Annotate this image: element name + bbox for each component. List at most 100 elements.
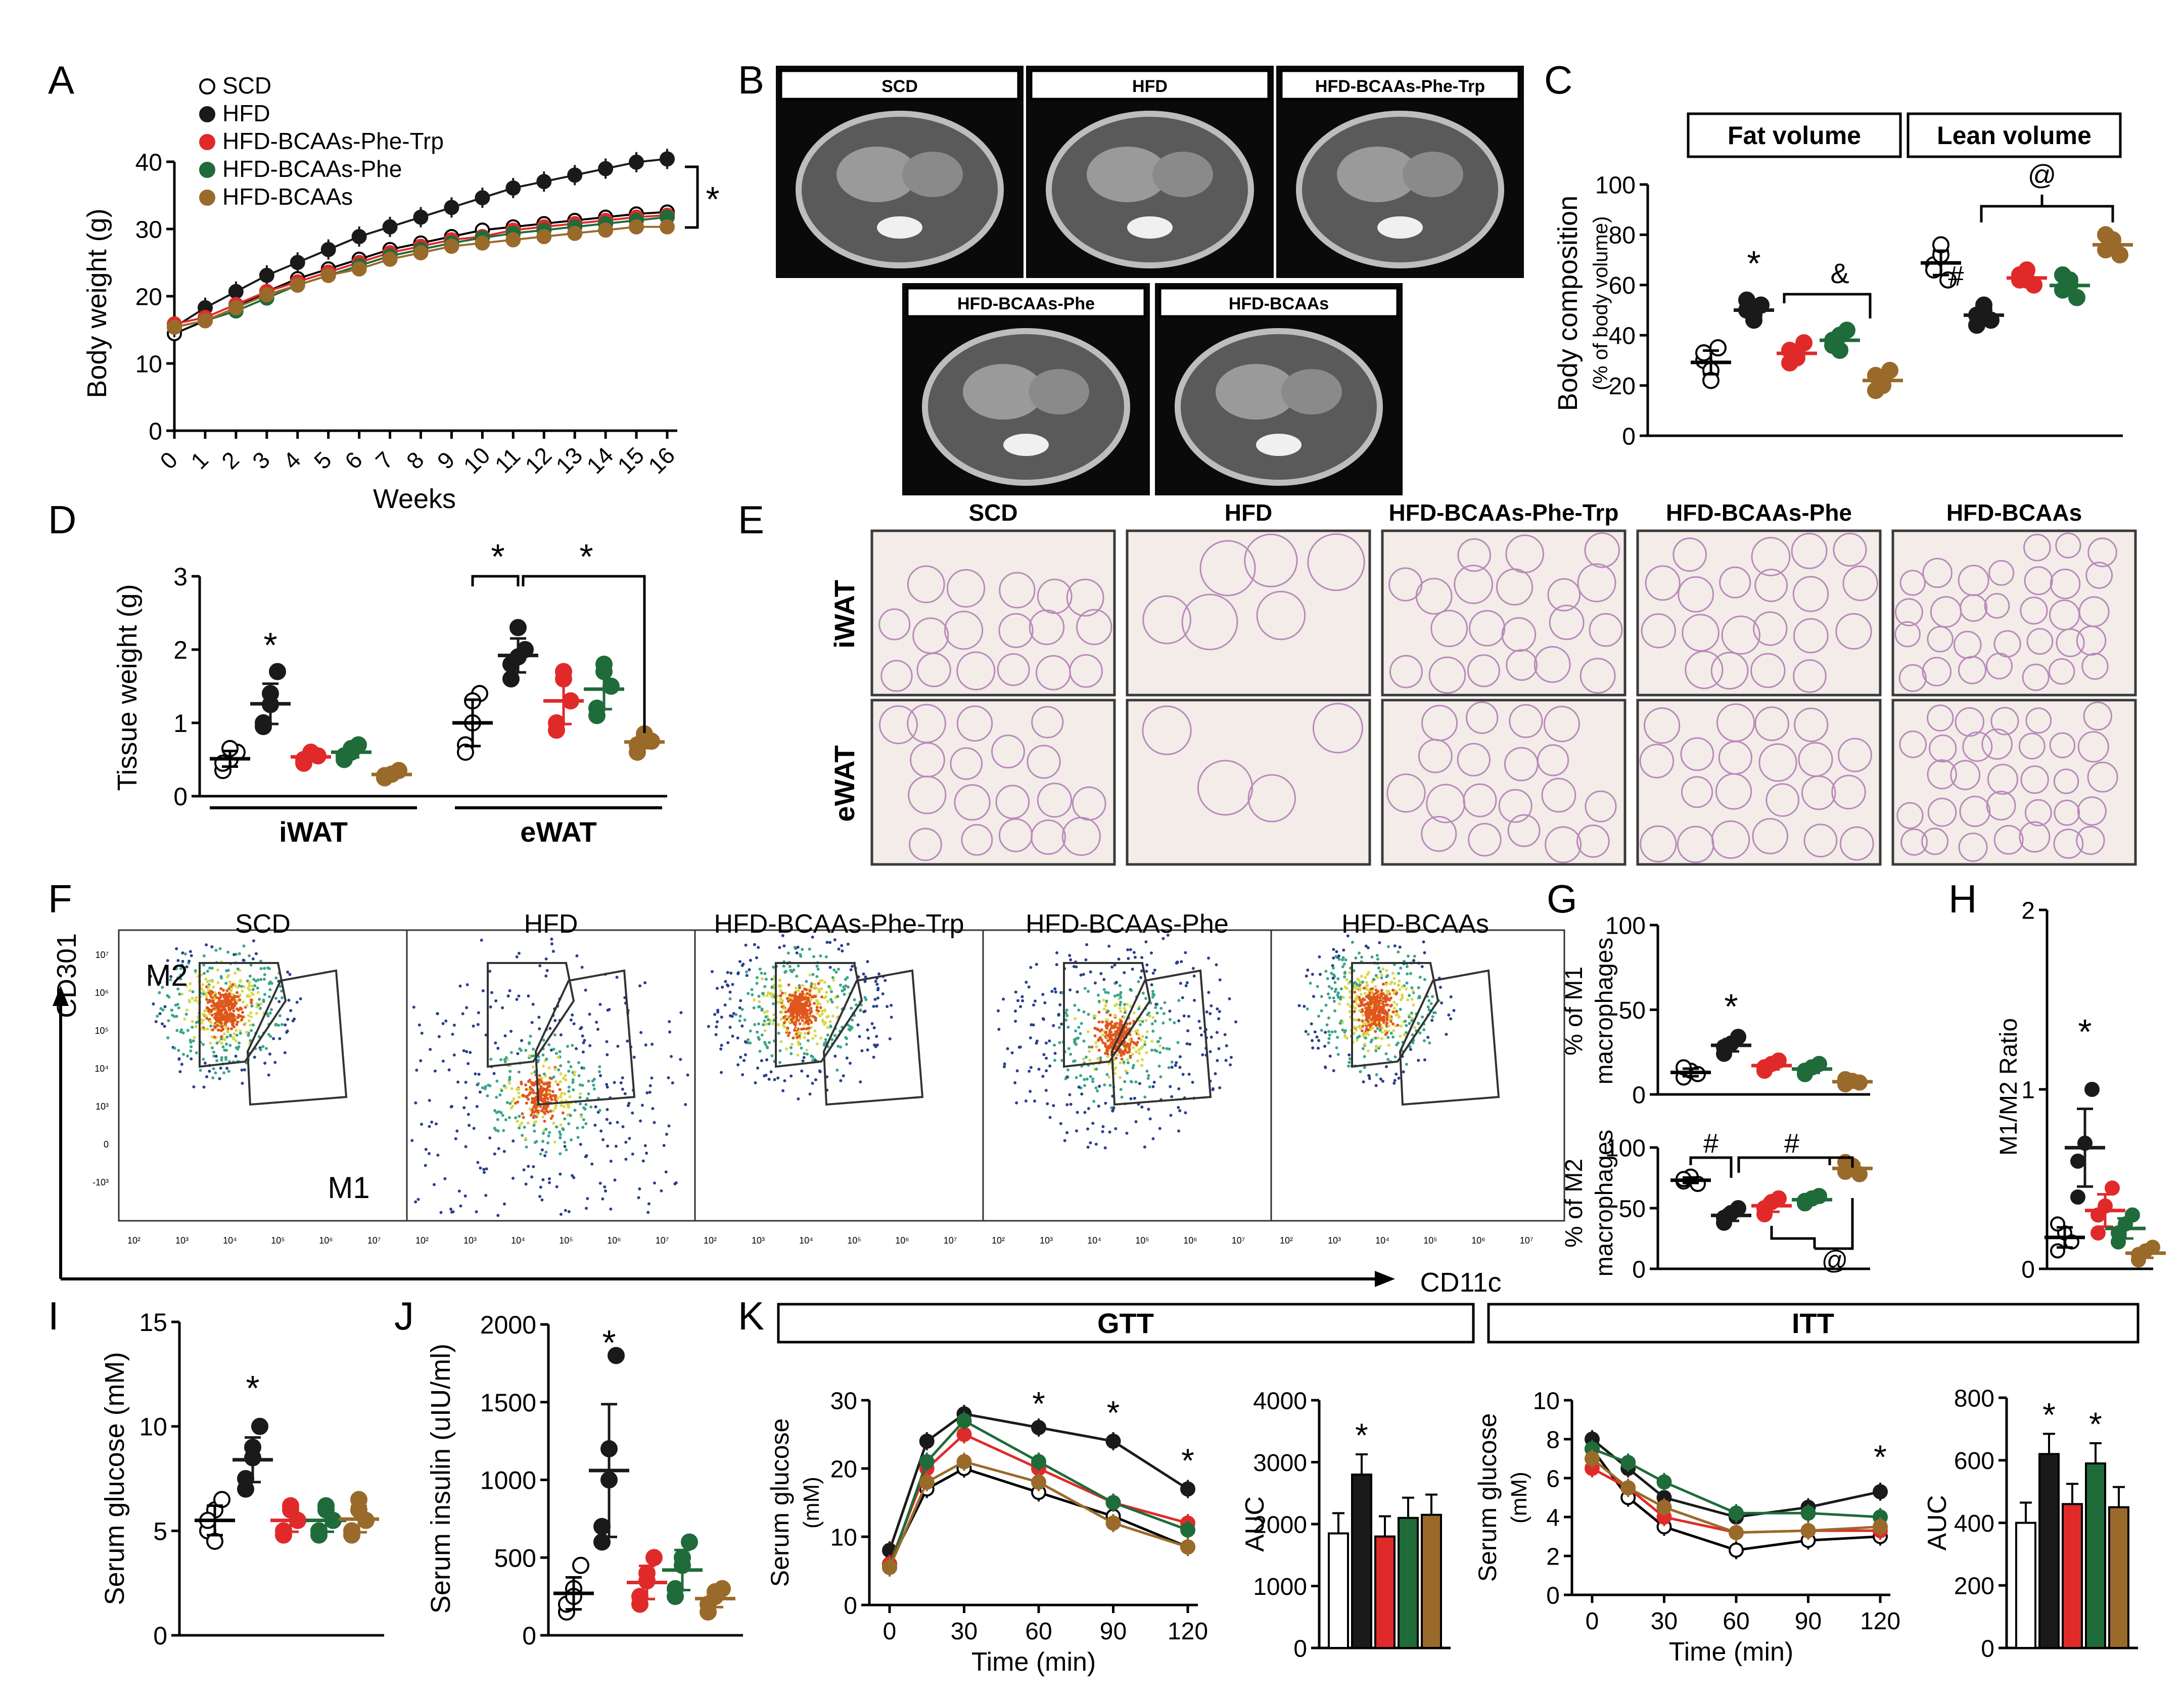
flow-event [1363,1055,1366,1059]
flow-event [1151,1016,1155,1019]
flow-event [1225,1044,1228,1047]
flow-event [645,1152,648,1155]
flow-event [1368,997,1372,1001]
flow-event [203,1009,206,1013]
flow-event [789,1046,793,1049]
flow-event [221,1007,225,1011]
adipocyte-membrane [1577,563,1616,603]
adipocyte-membrane [1958,832,1988,862]
flow-event [798,1034,801,1038]
x-axis-label-F: CD11c [1420,1267,1501,1298]
flow-event [537,1059,540,1062]
flow-event [559,1033,563,1037]
flow-event [599,1129,603,1133]
flow-event [544,1127,548,1131]
flow-event [731,1034,734,1038]
y-tick-label: 1 [2021,1077,2035,1104]
flow-event [529,1114,533,1117]
flow-event [268,1052,271,1056]
flow-event [193,1036,196,1039]
adipocyte-membrane [1509,704,1543,739]
flow-event [1343,972,1346,975]
flow-event [800,1027,803,1031]
flow-event [189,982,192,985]
flow-event [1104,1102,1107,1105]
flow-event [561,1111,565,1115]
auc-bar [2062,1503,2083,1649]
adipocyte-membrane [2020,596,2048,625]
gate-m1 [822,969,924,1106]
histology-tile [1891,699,2137,866]
flow-event [559,1213,563,1216]
flow-event [528,1042,531,1045]
flow-event [495,1111,498,1114]
adipocyte-membrane [2053,829,2084,859]
flow-event [608,1008,611,1012]
flow-event [582,1067,586,1070]
histology-column-label: HFD-BCAAs-Phe [1666,499,1852,526]
flow-event [1137,1007,1141,1011]
flow-event [211,993,215,997]
flow-event [539,1152,542,1156]
flow-event [581,1126,585,1129]
flow-event [226,950,230,954]
flow-event [738,1015,742,1018]
data-point-A [660,151,675,167]
flow-event [1076,990,1079,994]
flow-event [264,1047,268,1050]
flow-event [228,980,231,984]
flow-event [547,1181,551,1184]
flow-event [1155,1012,1159,1015]
flow-event [1346,1002,1350,1006]
flow-event [1422,1028,1426,1032]
flow-event [724,980,727,983]
flow-event [799,992,802,996]
flow-event [571,1081,575,1084]
flow-event [1426,1036,1430,1039]
flow-event [845,1056,849,1060]
flow-event [1093,981,1097,985]
flow-event [529,1091,532,1094]
flow-event [826,1033,829,1037]
adipocyte-membrane [1069,654,1103,688]
y-axis-label-H: M1/M2 Ratio [1995,1018,2022,1156]
flow-event [1127,957,1130,960]
flow-event [1157,1040,1160,1043]
adipocyte-membrane [1644,707,1681,744]
flow-event [259,978,263,981]
flow-event [736,1036,739,1040]
flow-x-tick: 10⁷ [944,1235,957,1246]
flow-x-tick: 10⁵ [1423,1235,1437,1246]
flow-event [757,946,760,949]
gate-label-m1: M1 [328,1171,369,1205]
y-axis-label-G-bottom: macrophages [1591,1130,1618,1277]
flow-event [210,1035,214,1039]
flow-event [1331,967,1335,970]
y-tick-label: 0 [1632,1082,1646,1109]
flow-event [671,1081,674,1085]
histology-image [870,529,1116,697]
adipocyte-membrane [1837,738,1872,772]
adipocyte-membrane [1389,655,1423,689]
flow-event [250,1001,253,1004]
flow-event [877,972,881,976]
flow-event [1177,1106,1180,1109]
histology-tile [1636,529,1882,697]
flow-event [199,1069,202,1072]
flow-event [1417,1022,1420,1025]
x-axis-label-K-GTT: Time (min) [971,1647,1096,1677]
data-point-A [536,229,552,244]
adipocyte-membrane [2077,731,2109,763]
flow-event [755,976,759,979]
flow-event [1161,937,1165,940]
flow-event [1371,980,1374,984]
flow-event [249,1011,253,1015]
flow-event [1130,1080,1133,1084]
flow-event [1127,1061,1130,1065]
flow-event [202,992,205,996]
flow-event [1077,1026,1081,1029]
flow-event [830,1038,834,1041]
panel-letter-A: A [48,58,74,102]
flow-event [1371,1026,1375,1030]
flow-event [1178,1066,1182,1069]
